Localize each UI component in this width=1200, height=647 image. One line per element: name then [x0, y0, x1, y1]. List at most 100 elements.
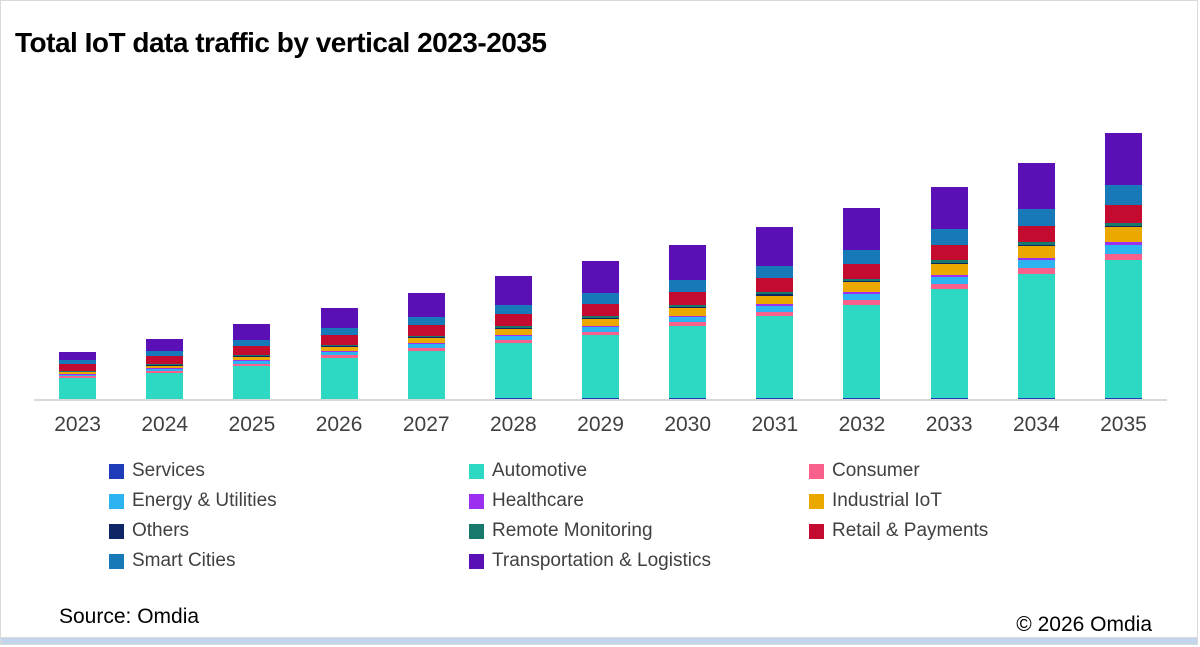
legend-label-services: Services — [132, 460, 205, 481]
x-tick-label-2034: 2034 — [1012, 413, 1060, 436]
bar-segment-others-2024 — [146, 365, 184, 366]
bar-segment-consumer-2024 — [146, 371, 184, 373]
bar-segment-services-2028 — [494, 398, 532, 399]
legend-swatch-others — [109, 523, 124, 539]
legend-item-industrial-iot: Industrial IoT — [809, 490, 1119, 512]
bar-segment-healthcare-2030 — [669, 315, 707, 317]
bar-segment-others-2035 — [1104, 225, 1142, 228]
bar-segment-industrial-iot-2025 — [233, 356, 271, 361]
bar-segment-consumer-2027 — [407, 347, 445, 351]
bar-segment-automotive-2034 — [1017, 273, 1055, 398]
bar-segment-energy-utilities-2026 — [320, 352, 358, 356]
bar-segment-smart-cities-2026 — [320, 328, 358, 336]
bar-segment-consumer-2032 — [843, 300, 881, 305]
bar-segment-automotive-2032 — [843, 305, 881, 398]
bar-segment-industrial-iot-2023 — [59, 372, 97, 375]
legend-swatch-remote-monitoring — [469, 523, 484, 539]
bar-segment-others-2033 — [930, 262, 968, 264]
legend-label-retail-payments: Retail & Payments — [832, 520, 989, 541]
bar-segment-retail-payments-2028 — [494, 314, 532, 327]
bar-segment-consumer-2023 — [59, 376, 97, 378]
bar-slot-2028 — [470, 111, 557, 399]
x-tick-label-2031: 2031 — [751, 413, 799, 436]
legend-label-transportation-logistics: Transportation & Logistics — [492, 550, 711, 571]
legend-swatch-retail-payments — [809, 523, 824, 539]
bar-segment-consumer-2035 — [1104, 253, 1142, 260]
bar-segment-healthcare-2035 — [1104, 242, 1142, 245]
bar-segment-energy-utilities-2024 — [146, 369, 184, 372]
chart-title: Total IoT data traffic by vertical 2023-… — [15, 27, 547, 58]
bar-segment-automotive-2035 — [1104, 259, 1142, 398]
bar-segment-remote-monitoring-2034 — [1017, 241, 1055, 245]
stacked-bar-2033 — [930, 187, 968, 399]
bar-slot-2033 — [906, 111, 993, 399]
stacked-bar-2025 — [233, 324, 271, 399]
stacked-bar-2031 — [756, 227, 794, 399]
legend-item-remote-monitoring: Remote Monitoring — [469, 520, 809, 542]
bar-segment-transportation-logistics-2033 — [930, 187, 968, 230]
bar-segment-energy-utilities-2030 — [669, 316, 707, 323]
bar-segment-industrial-iot-2029 — [582, 318, 620, 326]
bar-slot-2029 — [557, 111, 644, 399]
legend-swatch-consumer — [809, 463, 824, 479]
legend-item-healthcare: Healthcare — [469, 490, 809, 512]
legend-item-consumer: Consumer — [809, 460, 1119, 482]
bar-segment-remote-monitoring-2030 — [669, 304, 707, 307]
bar-segment-remote-monitoring-2026 — [320, 345, 358, 347]
bar-segment-consumer-2026 — [320, 355, 358, 358]
bar-slot-2035 — [1080, 111, 1167, 399]
bar-segment-smart-cities-2034 — [1017, 208, 1055, 226]
bar-segment-remote-monitoring-2023 — [59, 371, 97, 372]
bar-segment-retail-payments-2032 — [843, 264, 881, 279]
x-tick-label-2035: 2035 — [1100, 413, 1147, 436]
stacked-bar-2028 — [494, 276, 532, 399]
bar-segment-services-2035 — [1104, 397, 1142, 399]
x-tick-label-2029: 2029 — [577, 413, 624, 436]
stacked-bar-2024 — [146, 339, 184, 399]
bar-segment-healthcare-2027 — [407, 343, 445, 345]
bar-segment-industrial-iot-2027 — [407, 337, 445, 344]
bar-segment-services-2033 — [930, 397, 968, 399]
legend-swatch-energy-utilities — [109, 493, 124, 509]
bar-segment-healthcare-2023 — [59, 374, 97, 375]
bar-segment-transportation-logistics-2025 — [233, 324, 271, 341]
bar-slot-2027 — [383, 111, 470, 399]
bar-segment-remote-monitoring-2035 — [1104, 222, 1142, 226]
bar-segment-healthcare-2025 — [233, 360, 271, 362]
bar-segment-retail-payments-2035 — [1104, 205, 1142, 223]
bar-segment-remote-monitoring-2025 — [233, 355, 271, 357]
bar-slot-2026 — [295, 111, 382, 399]
bar-segment-automotive-2027 — [407, 350, 445, 399]
bar-slot-2031 — [731, 111, 818, 399]
bar-segment-smart-cities-2032 — [843, 250, 881, 265]
legend-swatch-healthcare — [469, 493, 484, 509]
bar-segment-services-2029 — [582, 398, 620, 399]
legend-swatch-automotive — [469, 463, 484, 479]
bar-segment-transportation-logistics-2026 — [320, 308, 358, 329]
bar-segment-consumer-2025 — [233, 363, 271, 366]
bar-segment-automotive-2033 — [930, 288, 968, 398]
x-tick-label-2033: 2033 — [925, 413, 973, 436]
legend-label-automotive: Automotive — [492, 460, 588, 481]
bar-segment-retail-payments-2034 — [1017, 225, 1055, 242]
legend-label-consumer: Consumer — [832, 460, 920, 481]
bar-segment-smart-cities-2023 — [59, 360, 97, 365]
stacked-bar-2035 — [1104, 133, 1142, 399]
legend-label-remote-monitoring: Remote Monitoring — [492, 520, 653, 541]
bar-segment-energy-utilities-2028 — [494, 336, 532, 341]
bar-segment-services-2030 — [669, 398, 707, 399]
bar-segment-healthcare-2034 — [1017, 258, 1055, 261]
bar-segment-others-2027 — [407, 337, 445, 338]
legend-item-smart-cities: Smart Cities — [109, 550, 469, 572]
bar-segment-consumer-2031 — [756, 311, 794, 317]
bar-segment-smart-cities-2035 — [1104, 185, 1142, 206]
stacked-bar-2030 — [669, 245, 707, 399]
bar-segment-energy-utilities-2035 — [1104, 244, 1142, 254]
bar-segment-others-2032 — [843, 281, 881, 283]
x-tick-label-2025: 2025 — [228, 413, 276, 436]
copyright-notice: © 2026 Omdia — [1016, 613, 1152, 636]
legend-label-smart-cities: Smart Cities — [132, 550, 236, 571]
legend-swatch-transportation-logistics — [469, 553, 484, 569]
bar-segment-transportation-logistics-2031 — [756, 227, 794, 266]
